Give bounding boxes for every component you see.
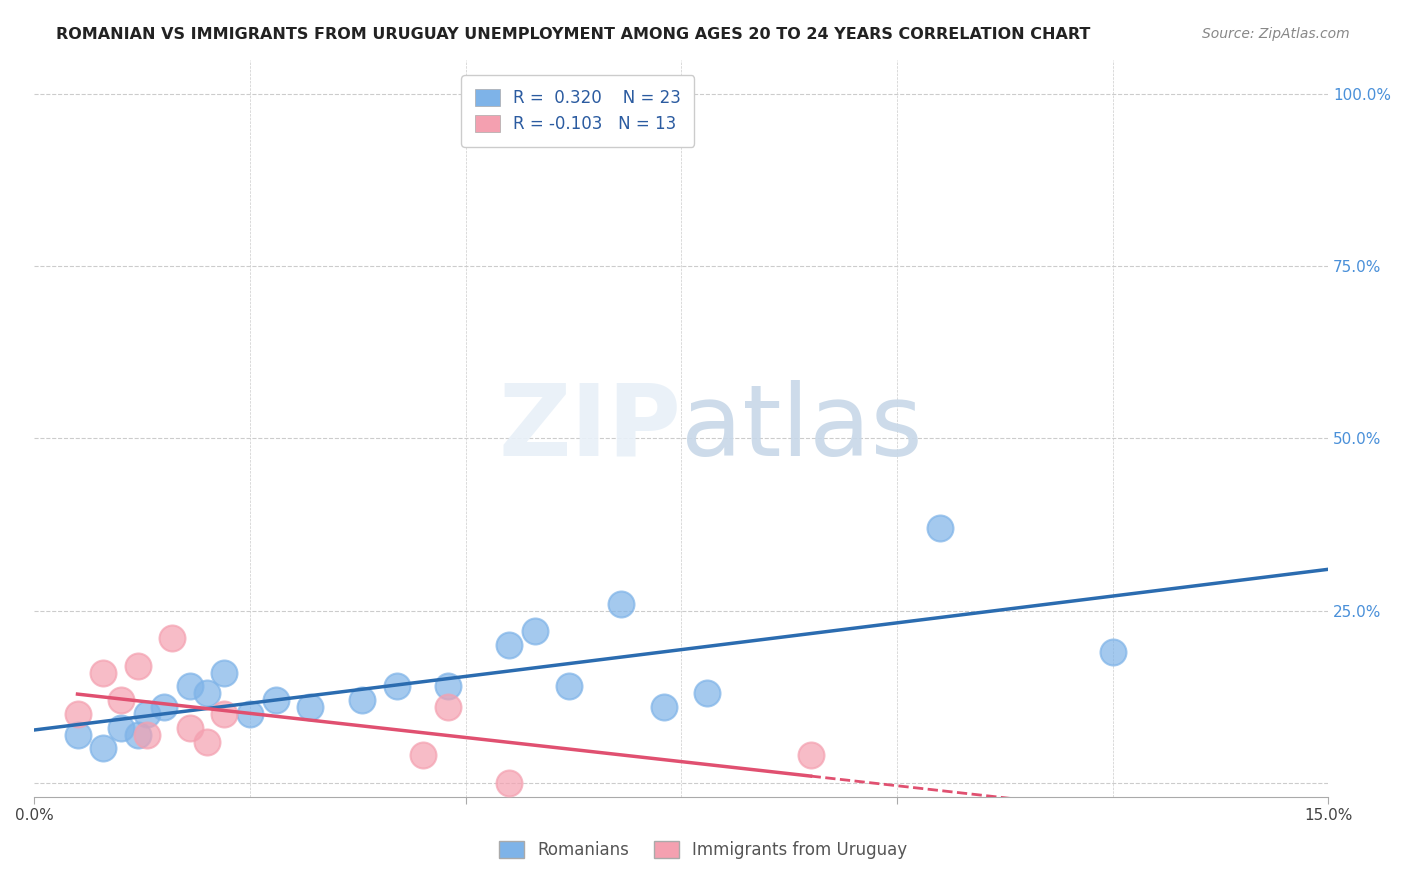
Point (352, 693, 374, 707)
Point (110, 721, 132, 735)
Legend: Romanians, Immigrants from Uruguay: Romanians, Immigrants from Uruguay (492, 834, 914, 866)
Point (437, 680, 460, 694)
Point (66, 728, 89, 742)
Point (800, 748, 823, 763)
Point (523, 624, 546, 639)
Point (239, 706, 262, 721)
Point (135, 706, 157, 721)
Legend: R =  0.320    N = 23, R = -0.103   N = 13: R = 0.320 N = 23, R = -0.103 N = 13 (461, 75, 695, 146)
Point (299, 700, 322, 714)
Point (179, 721, 201, 735)
Text: ROMANIAN VS IMMIGRANTS FROM URUGUAY UNEMPLOYMENT AMONG AGES 20 TO 24 YEARS CORRE: ROMANIAN VS IMMIGRANTS FROM URUGUAY UNEM… (56, 27, 1091, 42)
Point (558, 680, 581, 694)
Point (610, 597, 633, 611)
Point (110, 693, 132, 707)
Point (264, 693, 287, 707)
Point (498, 638, 520, 652)
Text: ZIP: ZIP (498, 380, 682, 476)
Point (162, 632, 184, 646)
Point (179, 680, 201, 694)
Point (929, 521, 952, 535)
Point (195, 686, 218, 700)
Point (437, 700, 460, 714)
Point (135, 728, 157, 742)
Point (385, 680, 408, 694)
Point (696, 686, 718, 700)
Point (498, 776, 520, 790)
Point (127, 728, 149, 742)
Point (93, 665, 115, 680)
Text: atlas: atlas (682, 380, 922, 476)
Point (212, 706, 235, 721)
Point (195, 734, 218, 748)
Point (212, 665, 235, 680)
Text: Source: ZipAtlas.com: Source: ZipAtlas.com (1202, 27, 1350, 41)
Point (652, 700, 675, 714)
Point (152, 700, 174, 714)
Point (127, 658, 149, 673)
Point (412, 748, 434, 763)
Point (66, 706, 89, 721)
Point (93, 741, 115, 756)
Point (1101, 645, 1123, 659)
